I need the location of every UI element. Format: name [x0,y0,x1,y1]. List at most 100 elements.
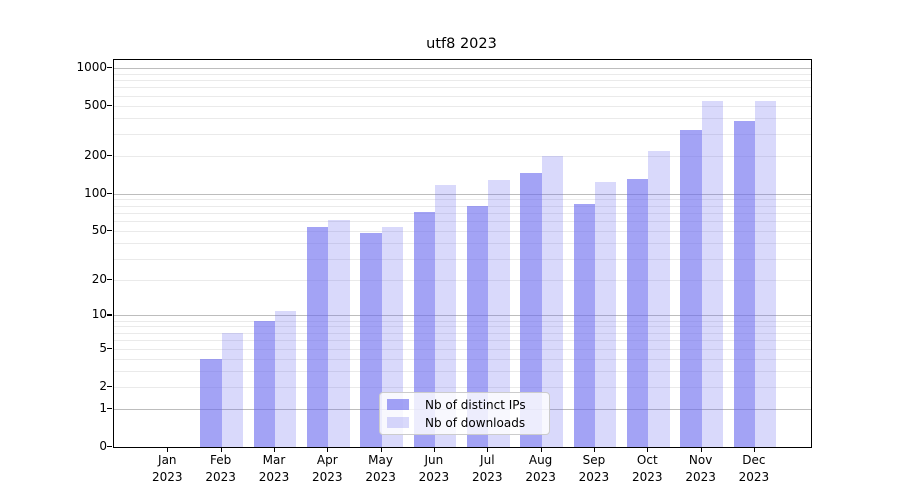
gridline-5 [114,348,811,350]
bar-distinct-ips-feb [200,358,222,447]
bar-downloads-jun [434,184,457,447]
gridline-40 [114,243,811,245]
x-tick-may [380,447,382,452]
y-tick-10 [107,314,112,316]
gridline-500 [114,105,811,107]
legend-swatch-downloads [387,417,409,428]
y-tick-label-10: 10 [91,307,107,322]
x-tick-jul [487,447,489,452]
x-tick-label-oct: Oct 2023 [632,453,663,484]
bar-downloads-dec [754,100,777,447]
gridline-7 [114,332,811,334]
gridline-80 [114,205,811,207]
plot-area [113,59,812,448]
bar-downloads-jul [488,180,510,447]
gridline-90 [114,199,811,201]
legend: Nb of distinct IPs Nb of downloads [379,392,550,435]
gridline-700 [114,87,811,89]
gridline-300 [114,133,811,135]
gridline-20 [114,279,811,281]
gridline-70 [114,213,811,214]
chart-title: utf8 2023 [426,36,497,52]
bar-downloads-sep [594,182,617,447]
gridline-10 [114,315,811,317]
x-tick-feb [220,447,222,452]
y-tick-label-5: 5 [99,340,107,355]
y-tick-1000 [107,66,112,68]
bar-distinct-ips-jul [467,205,489,447]
gridline-100 [114,193,811,195]
x-tick-label-may: May 2023 [365,453,396,484]
x-tick-label-feb: Feb 2023 [205,453,236,484]
gridline-8 [114,326,811,328]
bar-distinct-ips-may [360,233,382,447]
bar-distinct-ips-dec [733,120,755,447]
gridline-600 [114,95,811,97]
y-tick-label-0: 0 [99,439,107,453]
y-tick-label-1000: 1000 [76,59,107,74]
bar-downloads-aug [541,155,563,447]
x-tick-aug [540,447,542,452]
x-tick-oct [647,447,649,452]
y-tick-5 [107,347,112,349]
x-tick-mar [274,447,276,452]
y-tick-100 [107,192,112,194]
y-tick-label-50: 50 [91,223,107,238]
bar-distinct-ips-mar [253,320,275,447]
x-tick-jun [433,447,436,452]
y-tick-50 [107,230,112,232]
y-tick-500 [107,104,112,106]
bar-downloads-apr [328,219,350,447]
bar-distinct-ips-apr [307,227,329,447]
x-tick-nov [700,447,702,452]
bar-downloads-oct [648,151,670,447]
legend-entry-distinct-ips: Nb of distinct IPs [387,397,542,412]
gridline-30 [114,258,811,260]
legend-entry-downloads: Nb of downloads [387,415,542,430]
y-tick-200 [107,154,112,157]
gridline-1000 [114,67,811,69]
y-tick-label-2: 2 [99,378,107,393]
y-tick-1 [107,408,112,410]
bar-downloads-nov [701,100,723,447]
y-tick-label-100: 100 [84,185,107,200]
gridline-4 [114,358,811,360]
x-tick-sep [593,447,596,452]
y-tick-label-20: 20 [91,271,107,286]
gridline-900 [114,73,811,75]
x-tick-label-sep: Sep 2023 [578,453,610,484]
y-tick-label-200: 200 [84,147,107,162]
bar-downloads-feb [221,332,243,447]
x-tick-label-jul: Jul 2023 [472,453,503,484]
x-tick-label-apr: Apr 2023 [312,453,343,484]
x-tick-label-aug: Aug 2023 [525,453,556,484]
legend-label-downloads: Nb of downloads [425,415,526,430]
gridline-2 [114,386,811,388]
x-tick-label-jan: Jan 2023 [152,453,183,484]
gridline-9 [114,320,811,322]
legend-swatch-distinct-ips [387,399,409,410]
gridline-6 [114,340,811,342]
x-tick-apr [327,447,329,452]
y-tick-20 [107,278,112,281]
bar-distinct-ips-sep [573,203,595,447]
y-tick-label-500: 500 [84,97,107,112]
gridline-800 [114,80,811,81]
bar-distinct-ips-jun [413,211,435,447]
x-tick-jan [167,447,169,452]
x-tick-label-mar: Mar 2023 [258,453,290,484]
x-tick-label-jun: Jun 2023 [418,453,450,484]
gridline-50 [114,231,811,233]
x-tick-dec [753,447,756,452]
y-tick-2 [107,385,112,387]
x-tick-label-nov: Nov 2023 [685,453,716,484]
bar-distinct-ips-nov [680,130,702,447]
gridline-60 [114,221,811,223]
gridline-3 [114,370,811,372]
gridline-400 [114,118,811,119]
bar-distinct-ips-aug [520,173,542,447]
bar-downloads-mar [275,310,297,447]
gridline-200 [114,155,811,157]
y-tick-0 [107,446,112,448]
